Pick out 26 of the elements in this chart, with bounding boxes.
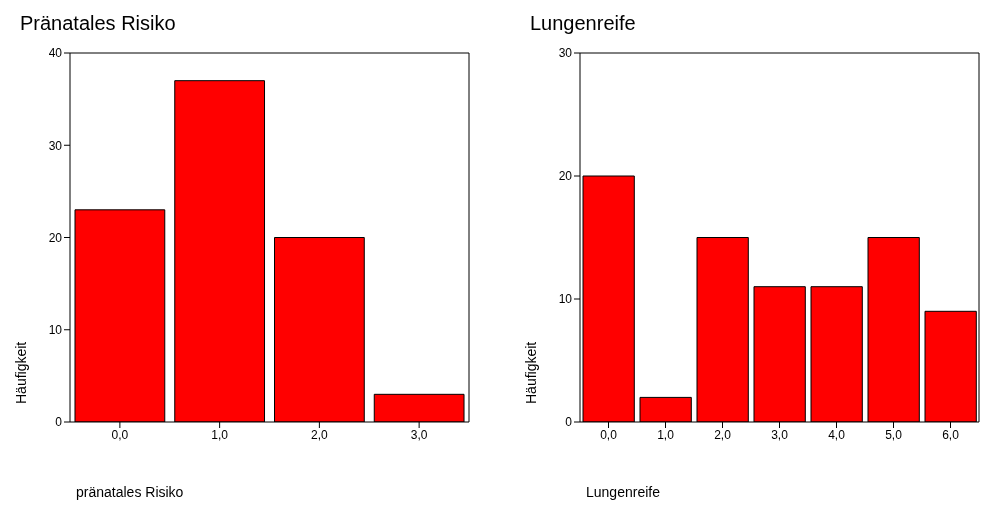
y-tick-label: 40	[48, 46, 63, 61]
x-axis-title: Lungenreife	[586, 484, 660, 500]
x-tick-label: 0,0	[111, 427, 129, 442]
y-tick-label: 30	[558, 46, 573, 61]
chart-title: Pränatales Risiko	[20, 12, 176, 35]
x-tick-label: 1,0	[657, 427, 675, 442]
y-axis-title: Häufigkeit	[13, 341, 29, 404]
x-tick-label: 3,0	[410, 427, 428, 442]
y-tick-label: 0	[565, 415, 573, 430]
y-tick-label: 0	[55, 415, 63, 430]
y-tick-label: 30	[48, 138, 63, 153]
y-tick-label: 20	[48, 230, 63, 245]
x-axis-title: pränatales Risiko	[76, 484, 184, 500]
y-tick-label: 10	[558, 292, 573, 307]
x-tick-label: 2,0	[311, 427, 329, 442]
x-tick-label: 4,0	[828, 427, 846, 442]
y-tick-label: 20	[558, 169, 573, 184]
x-tick-label: 6,0	[942, 427, 960, 442]
x-tick-label: 5,0	[885, 427, 903, 442]
y-tick-label: 10	[48, 323, 63, 338]
x-tick-label: 1,0	[211, 427, 229, 442]
x-tick-label: 3,0	[771, 427, 789, 442]
chart-title: Lungenreife	[530, 12, 636, 35]
x-tick-label: 2,0	[714, 427, 732, 442]
y-axis-title: Häufigkeit	[523, 341, 539, 404]
x-tick-label: 0,0	[600, 427, 618, 442]
